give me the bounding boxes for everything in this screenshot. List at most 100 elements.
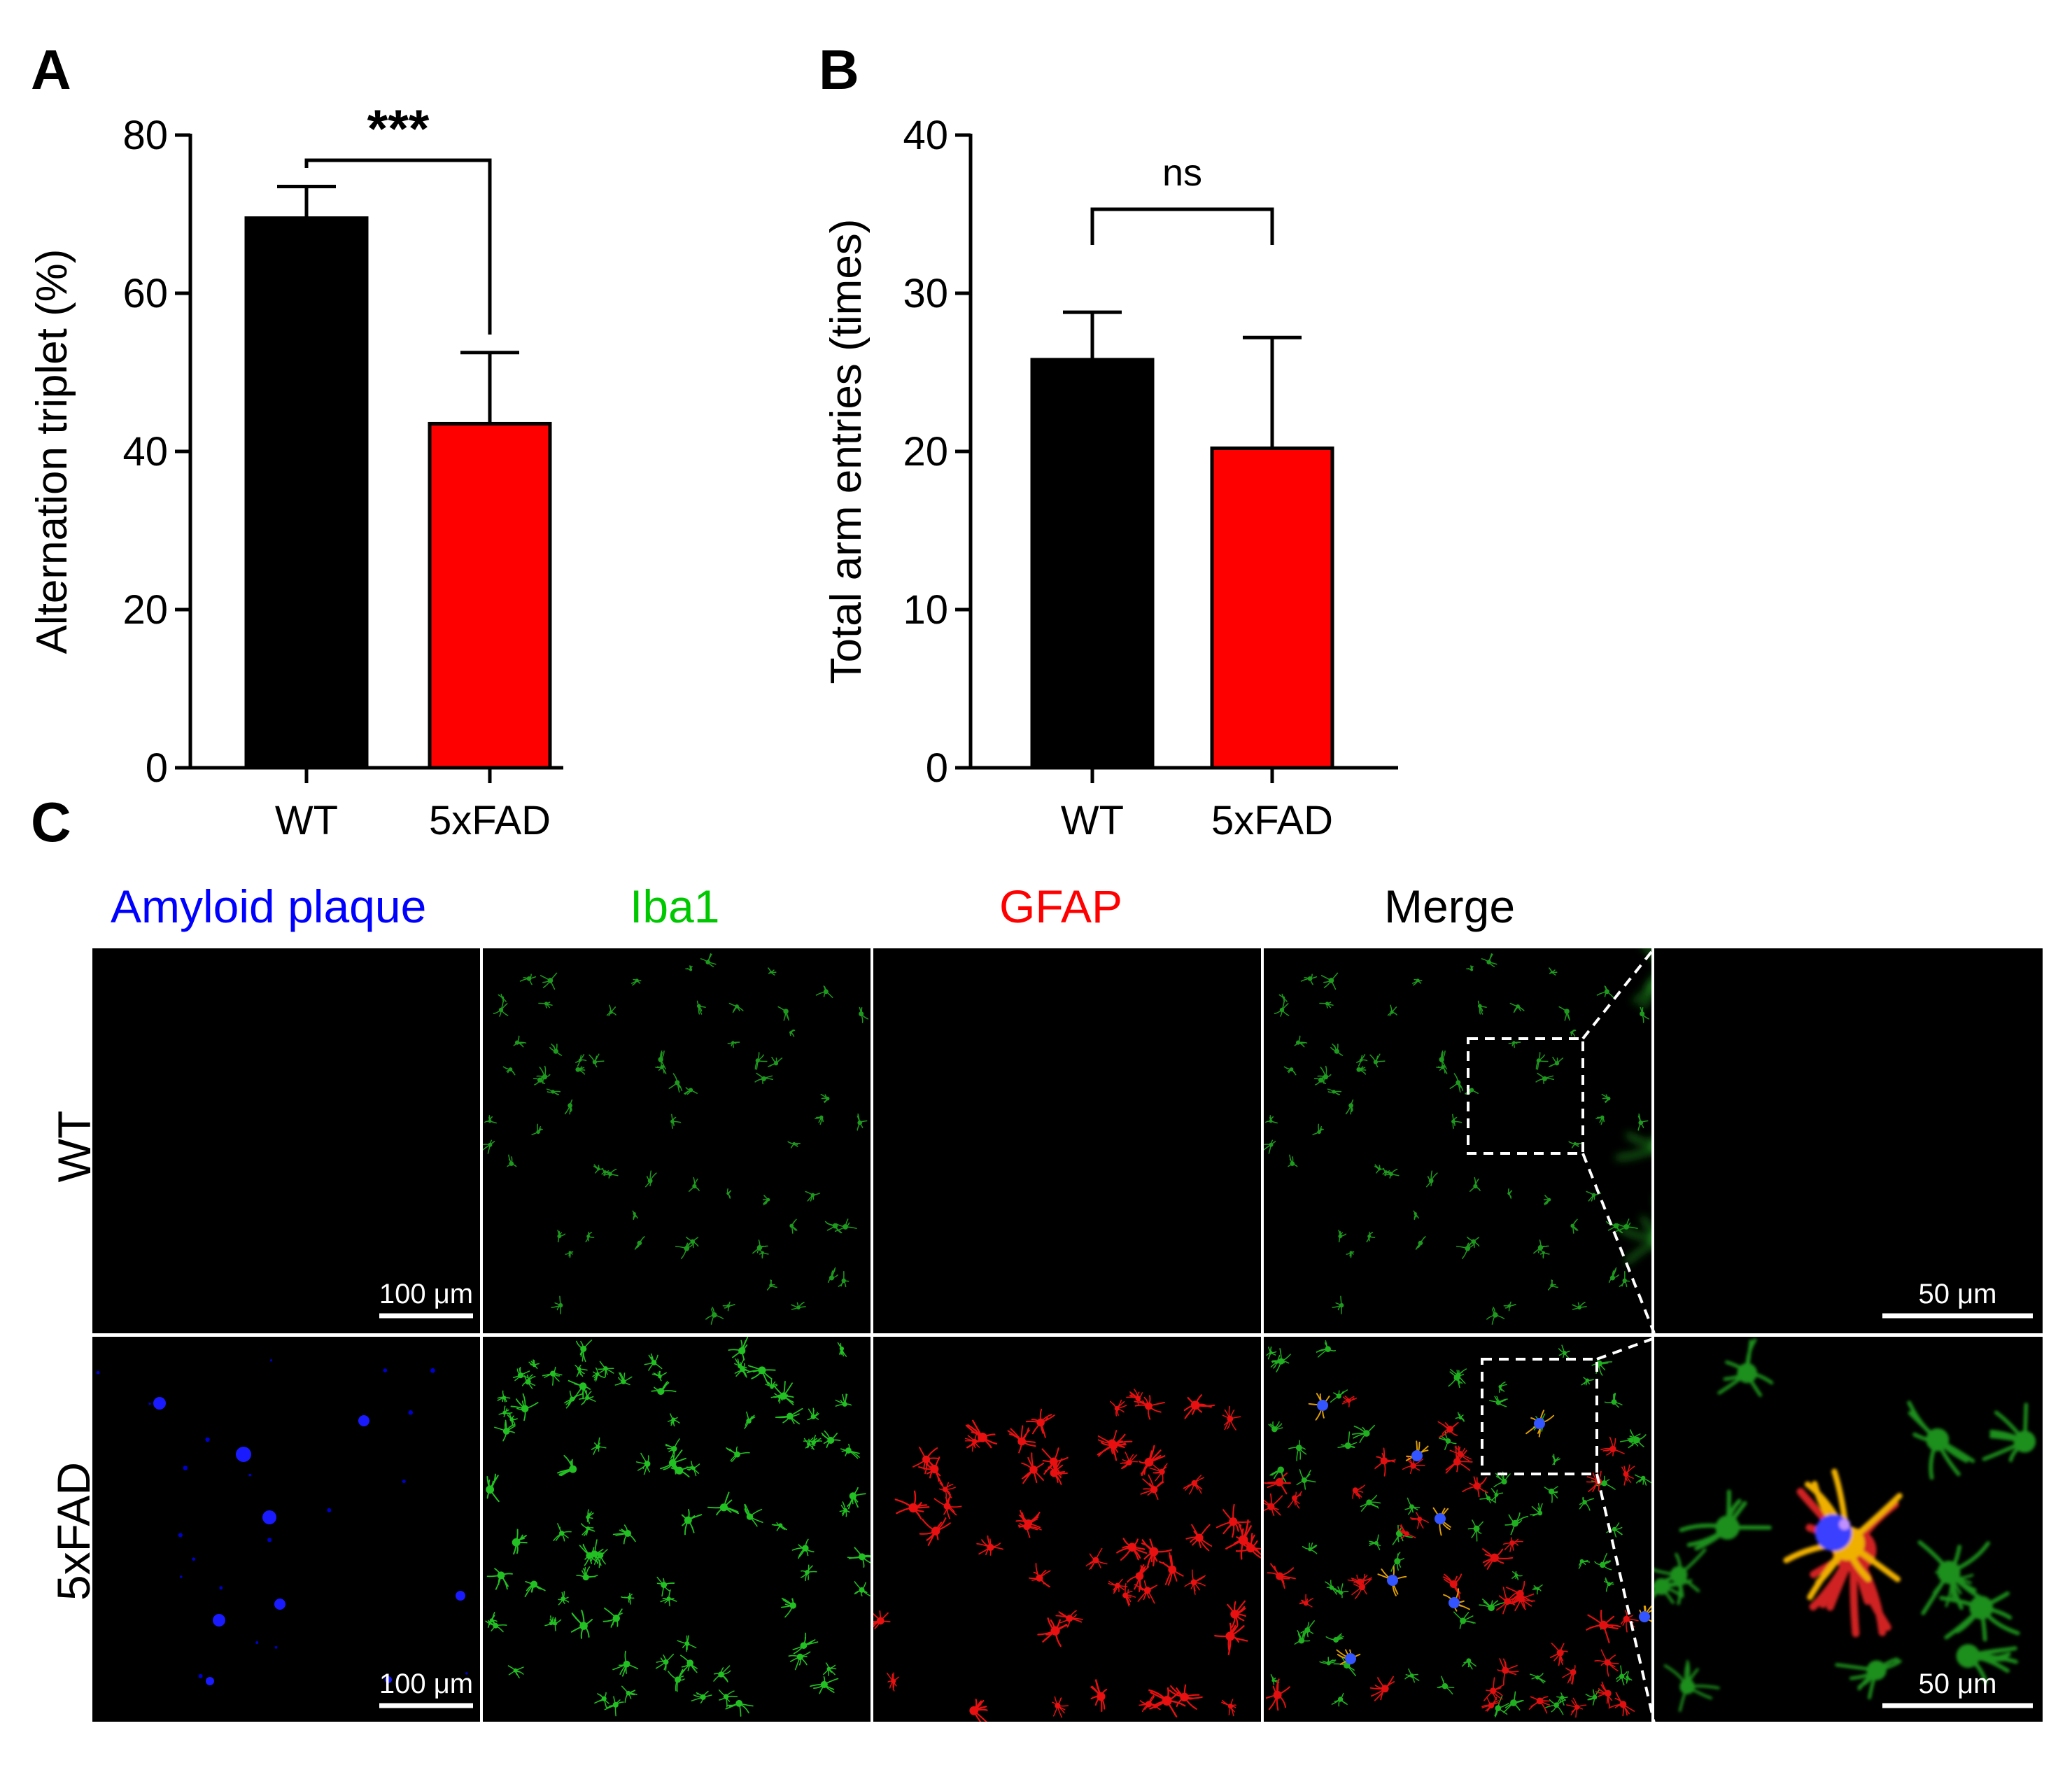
cell-process: [1149, 1538, 1155, 1553]
microglia-cell: [1640, 1006, 1649, 1023]
cell-process: [1600, 1649, 1608, 1664]
cell-process: [842, 1510, 847, 1517]
cell-process: [1360, 1054, 1366, 1061]
microglia-cell: [576, 1566, 598, 1581]
microglia-cell: [1562, 1665, 1577, 1685]
cell-process: [1467, 1242, 1470, 1249]
cell-process: [1458, 1082, 1464, 1092]
cell-process: [733, 1006, 738, 1013]
cell-process: [1268, 1144, 1272, 1154]
microglia-cell: [585, 1231, 595, 1242]
cell-process: [1628, 1439, 1637, 1449]
microglia-cell: [1634, 1474, 1652, 1486]
microglia-cell: [575, 1340, 593, 1363]
microglia-cell: [728, 1002, 744, 1013]
microglia-cell: [1477, 1000, 1487, 1015]
cell-process: [1602, 1624, 1610, 1643]
cell-process: [520, 1375, 529, 1379]
amyloid-plaque: [358, 1415, 369, 1426]
cell-process: [1391, 1011, 1397, 1016]
microglia-cell: [1227, 1600, 1247, 1628]
cell-process: [610, 1617, 617, 1628]
cell-process: [1368, 1501, 1379, 1509]
micrograph-5xfad-amyloid: [92, 1337, 481, 1722]
cell-process: [625, 1663, 628, 1674]
cell-process: [1603, 1482, 1616, 1490]
microglia-cell: [1268, 1421, 1283, 1433]
cell-process: [522, 1400, 526, 1410]
cell-process: [1497, 1707, 1508, 1715]
microglia-cell: [1265, 1115, 1278, 1124]
cell-process: [677, 1678, 685, 1681]
cell-process: [1374, 1164, 1380, 1170]
cell-process: [737, 1358, 741, 1367]
cell-process: [494, 1426, 507, 1432]
cell-process: [1602, 1564, 1612, 1571]
cell-process: [1608, 1704, 1624, 1709]
cell-process: [1640, 1006, 1643, 1015]
microglia-cell: [612, 1524, 636, 1545]
cell-process: [823, 985, 827, 992]
cell-process: [1148, 1689, 1168, 1702]
plaque-speck: [192, 1557, 196, 1561]
cell-process: [690, 1089, 698, 1094]
cell-process: [1551, 1279, 1553, 1286]
microglia-cell: [791, 1538, 815, 1559]
microglia-cell: [1619, 1433, 1641, 1447]
microglia-cell: [1545, 1697, 1565, 1715]
5xfad-plaques: [96, 1359, 468, 1685]
microglia-cell: [1535, 1072, 1555, 1085]
cell-process: [1939, 1596, 1984, 1610]
cell-process: [925, 1447, 938, 1461]
cell-process: [1347, 1445, 1355, 1449]
cell-process: [702, 1694, 712, 1698]
cell-process: [509, 1069, 515, 1074]
cell-process: [978, 1547, 992, 1555]
cell-process: [528, 1361, 535, 1366]
microglia-cell: [594, 1692, 609, 1708]
cell-process: [657, 1372, 661, 1377]
cell-process: [852, 1493, 866, 1497]
cell-process: [1239, 1524, 1244, 1541]
microglia-cell: [1637, 1114, 1649, 1131]
microglia-cell: [744, 1411, 756, 1429]
cell-process: [1317, 1348, 1329, 1358]
cell-process: [1298, 1447, 1306, 1450]
cell-process: [1333, 1091, 1341, 1095]
cell-process: [772, 1384, 784, 1397]
cell-process: [823, 1097, 829, 1102]
cell-process: [549, 980, 556, 990]
cell-process: [1188, 1482, 1195, 1495]
cell-process: [1554, 1458, 1560, 1461]
cell-process: [1490, 1697, 1497, 1706]
cell-process: [1609, 1436, 1614, 1450]
microglia-cell: [551, 1295, 563, 1314]
microglia-cell: [834, 1218, 857, 1232]
cell-process: [642, 1463, 648, 1470]
cell-process: [1287, 1497, 1295, 1508]
cell-process: [1549, 1699, 1557, 1706]
cell-process: [1146, 1589, 1155, 1604]
cell-process: [805, 1571, 808, 1582]
cell-process: [574, 1383, 584, 1387]
microglia-cell: [528, 1359, 540, 1369]
cell-process: [1502, 1669, 1507, 1685]
microglia-cell: [644, 1170, 657, 1188]
cell-process: [681, 1662, 691, 1673]
cell-process: [500, 1574, 508, 1590]
cell-process: [510, 1405, 526, 1410]
cell-process: [551, 1044, 557, 1052]
cell-process: [1814, 1540, 1851, 1586]
cell-process: [1278, 1481, 1291, 1484]
cell-process: [1264, 1505, 1272, 1512]
cell-process: [1608, 1277, 1614, 1284]
cell-process: [547, 1091, 554, 1093]
microglia-cell: [1529, 1503, 1543, 1517]
cell-process: [1907, 1400, 1940, 1442]
cell-process: [1069, 1617, 1083, 1623]
microglia-cell: [679, 1655, 698, 1673]
microglia-cell: [768, 967, 777, 976]
cell-process: [1229, 1704, 1236, 1707]
cell-process: [613, 1696, 616, 1706]
cell-process: [1312, 1131, 1320, 1135]
